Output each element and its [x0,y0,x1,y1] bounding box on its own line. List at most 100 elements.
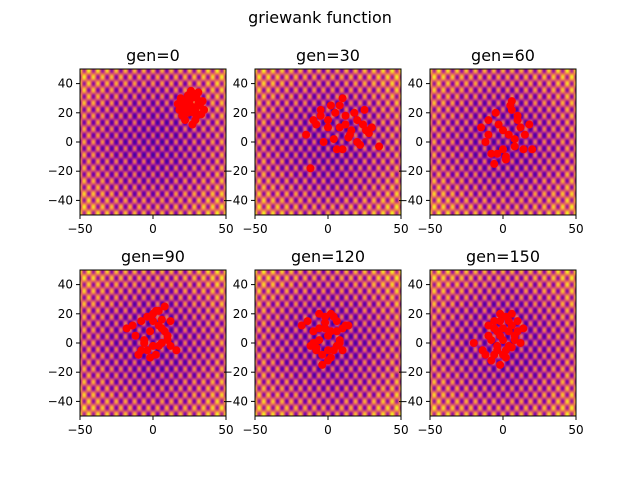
x-tick-label: 50 [218,423,233,437]
data-point [154,306,163,315]
data-point [344,133,353,142]
data-point [499,126,507,135]
data-point [143,346,152,355]
x-tick-label: 50 [218,222,233,236]
data-point [166,341,175,350]
data-point [137,317,146,326]
data-point [331,108,340,117]
data-point [501,353,510,362]
data-point [477,123,486,132]
y-tick-label: 0 [240,135,248,149]
data-point [163,331,172,340]
data-point [513,327,522,336]
data-point [490,317,499,326]
data-point [501,155,510,164]
y-tick-label: 20 [408,307,423,321]
data-point [496,331,505,340]
data-point [496,360,505,369]
data-point [487,149,496,158]
data-point [360,105,369,114]
data-point [347,126,356,135]
data-point [484,321,493,330]
data-point [332,341,341,350]
y-tick-label: 0 [65,336,73,350]
x-tick-label: 50 [568,222,583,236]
data-point [151,350,160,359]
data-point [516,123,525,132]
y-tick-label: −40 [398,394,423,408]
y-tick-label: −20 [398,164,423,178]
data-point [324,116,332,125]
x-tick-label: −50 [67,423,92,437]
heatmap-background [80,69,226,215]
data-point [297,321,306,330]
x-tick-label: 0 [149,423,157,437]
y-tick-label: −20 [48,365,73,379]
data-point [198,97,207,106]
panel-title: gen=60 [471,46,535,65]
data-point [496,317,505,326]
data-point [353,138,362,146]
data-point [303,317,312,326]
data-point [507,105,516,114]
data-point [122,324,131,333]
data-point [131,331,140,340]
figure-title: griewank function [248,8,392,27]
data-point [364,129,373,138]
data-point [312,346,321,355]
data-point [181,116,190,125]
x-tick-label: 0 [499,423,507,437]
data-point [510,336,519,345]
x-tick-label: 50 [393,423,408,437]
y-tick-label: 0 [415,336,423,350]
data-point [528,145,537,154]
panel-4: gen=120 −50 0 50 40 20 0 −20 −40 [223,247,409,437]
data-point [338,145,347,154]
data-point [157,339,166,347]
data-point [332,327,341,336]
x-tick-label: 50 [393,222,408,236]
panel-1: gen=30 −50 0 50 40 20 0 −20 −40 [223,46,409,236]
data-point [510,135,519,144]
data-point [507,309,516,318]
data-point [338,346,347,355]
data-point [341,111,350,120]
points-group [173,86,209,129]
y-tick-label: 0 [415,135,423,149]
points-group [302,94,384,173]
data-point [128,321,137,330]
data-point [375,142,384,151]
data-point [499,145,507,154]
x-tick-label: 0 [499,222,507,236]
data-point [302,130,311,139]
y-tick-label: 20 [58,106,73,120]
panel-3: gen=90 −50 0 50 40 20 0 −20 −40 [48,247,234,437]
y-tick-label: 40 [58,278,73,292]
data-point [188,120,197,129]
data-point [315,324,324,333]
points-group [122,302,181,362]
data-point [513,116,522,125]
data-point [493,346,502,355]
data-point [484,116,493,125]
data-point [321,318,330,327]
x-tick-label: 0 [149,222,157,236]
data-point [335,101,344,110]
data-point [324,346,332,355]
data-point [504,317,513,326]
y-tick-label: 0 [65,135,73,149]
data-point [513,317,522,326]
y-tick-label: 40 [58,77,73,91]
data-point [341,321,350,330]
x-tick-label: −50 [417,423,442,437]
x-tick-label: −50 [242,222,267,236]
y-tick-label: 40 [408,77,423,91]
x-tick-label: −50 [417,222,442,236]
data-point [350,108,359,117]
data-point [157,324,166,333]
data-point [312,120,321,129]
data-point [359,120,367,129]
panel-2: gen=60 −50 0 50 40 20 0 −20 −40 [398,46,584,236]
data-point [316,111,325,120]
data-point [487,336,496,345]
